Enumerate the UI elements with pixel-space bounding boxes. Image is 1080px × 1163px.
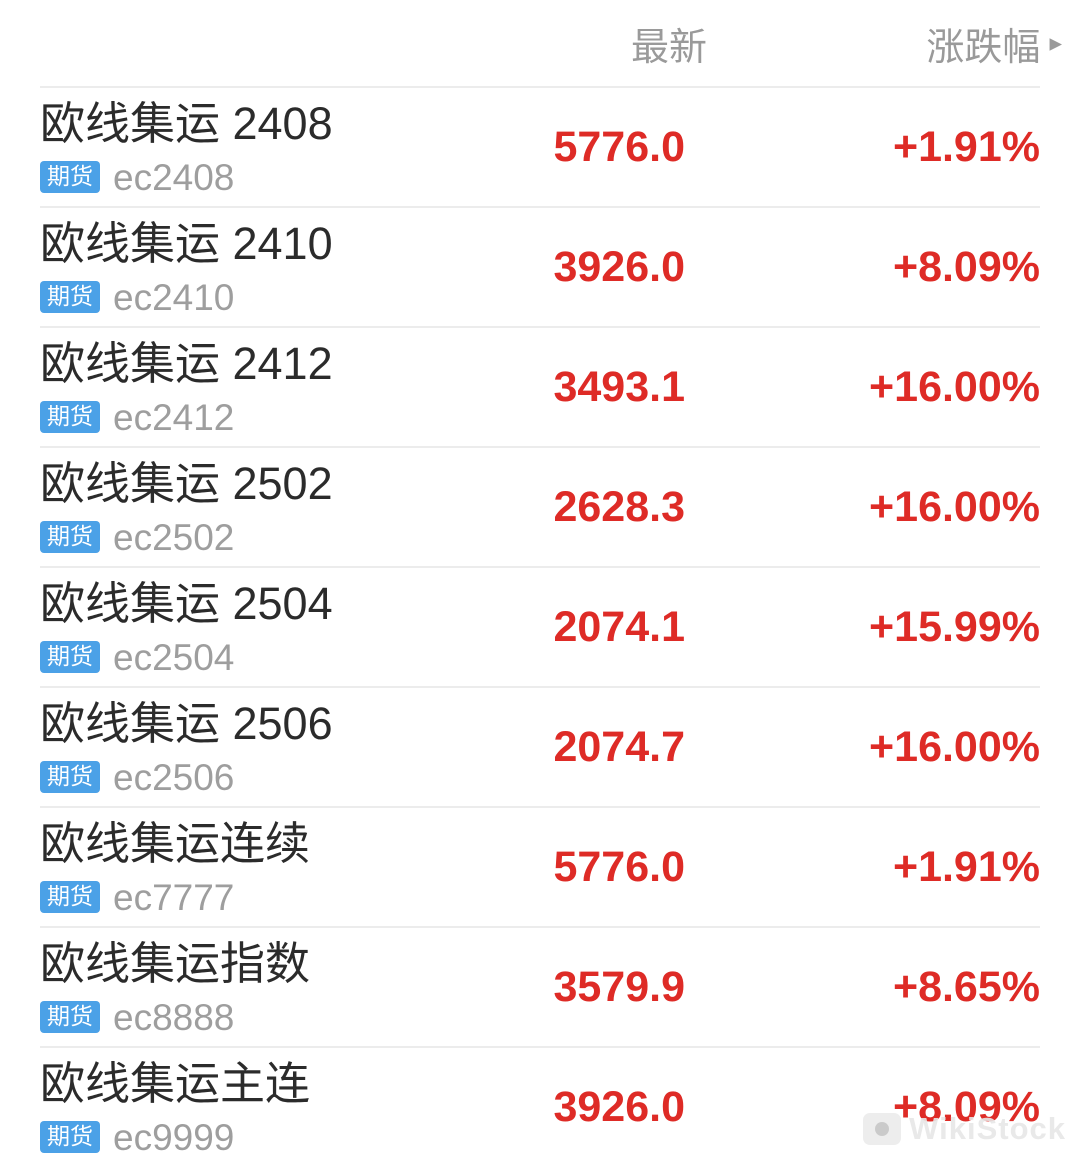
contract-name: 欧线集运 2502 (40, 458, 333, 510)
change-percent: +16.00% (869, 362, 1040, 411)
contract-code: ec8888 (113, 996, 235, 1038)
contract-code: ec7777 (113, 876, 235, 918)
last-price: 5776.0 (553, 122, 685, 171)
change-percent: +8.09% (892, 1082, 1040, 1131)
contract-subline: 期货 ec2410 (40, 279, 495, 316)
contract-name-cell: 欧线集运主连 期货 ec9999 (40, 1058, 495, 1156)
quote-row[interactable]: 欧线集运 2408 期货 ec2408 5776.0 +1.91% (40, 86, 1040, 206)
contract-name: 欧线集运 2412 (40, 338, 333, 390)
futures-badge: 期货 (40, 641, 100, 674)
contract-subline: 期货 ec9999 (40, 1119, 495, 1156)
change-percent: +1.91% (892, 842, 1040, 891)
quote-row[interactable]: 欧线集运连续 期货 ec7777 5776.0 +1.91% (40, 806, 1040, 926)
quote-row[interactable]: 欧线集运指数 期货 ec8888 3579.9 +8.65% (40, 926, 1040, 1046)
futures-badge: 期货 (40, 401, 100, 434)
change-column-label: 涨跌幅 (926, 26, 1041, 69)
contract-code: ec9999 (113, 1116, 235, 1158)
contract-name: 欧线集运 2506 (40, 698, 333, 750)
contract-name-cell: 欧线集运 2506 期货 ec2506 (40, 698, 495, 796)
column-header-latest[interactable]: 最新 (630, 26, 707, 69)
contract-code: ec2412 (113, 396, 235, 438)
last-price: 3579.9 (553, 962, 685, 1011)
quote-row[interactable]: 欧线集运 2412 期货 ec2412 3493.1 +16.00% (40, 326, 1040, 446)
contract-subline: 期货 ec2408 (40, 159, 495, 196)
last-price: 2074.7 (553, 722, 685, 771)
contract-code: ec2506 (113, 756, 235, 798)
futures-badge: 期货 (40, 881, 100, 914)
contract-name-cell: 欧线集运 2504 期货 ec2504 (40, 578, 495, 676)
change-percent: +8.09% (892, 242, 1040, 291)
quote-table-header: 最新 涨跌幅 ▸ (0, 0, 1080, 86)
quote-row[interactable]: 欧线集运 2410 期货 ec2410 3926.0 +8.09% (40, 206, 1040, 326)
contract-subline: 期货 ec7777 (40, 879, 495, 916)
contract-name-cell: 欧线集运指数 期货 ec8888 (40, 938, 495, 1036)
futures-badge: 期货 (40, 761, 100, 794)
futures-badge: 期货 (40, 281, 100, 314)
change-percent: +16.00% (869, 482, 1040, 531)
contract-code: ec2502 (113, 516, 235, 558)
last-price: 3493.1 (553, 362, 685, 411)
futures-badge: 期货 (40, 161, 100, 194)
last-price: 5776.0 (553, 842, 685, 891)
quote-row[interactable]: 欧线集运 2502 期货 ec2502 2628.3 +16.00% (40, 446, 1040, 566)
contract-name-cell: 欧线集运 2502 期货 ec2502 (40, 458, 495, 556)
column-header-change[interactable]: 涨跌幅 ▸ (707, 16, 1062, 71)
contract-name-cell: 欧线集运 2412 期货 ec2412 (40, 338, 495, 436)
change-percent: +16.00% (869, 722, 1040, 771)
contract-subline: 期货 ec8888 (40, 999, 495, 1036)
last-price: 2628.3 (553, 482, 685, 531)
quote-rows-list: 欧线集运 2408 期货 ec2408 5776.0 +1.91% 欧线集运 2… (0, 86, 1080, 1163)
change-percent: +8.65% (892, 962, 1040, 1011)
change-percent: +15.99% (869, 602, 1040, 651)
last-price: 3926.0 (553, 242, 685, 291)
contract-subline: 期货 ec2502 (40, 519, 495, 556)
contract-name-cell: 欧线集运连续 期货 ec7777 (40, 818, 495, 916)
contract-subline: 期货 ec2506 (40, 759, 495, 796)
futures-badge: 期货 (40, 1001, 100, 1034)
contract-code: ec2410 (113, 276, 235, 318)
contract-name-cell: 欧线集运 2410 期货 ec2410 (40, 218, 495, 316)
sort-arrow-icon: ▸ (1049, 28, 1062, 57)
change-percent: +1.91% (892, 122, 1040, 171)
contract-name: 欧线集运 2410 (40, 218, 333, 270)
quote-row[interactable]: 欧线集运 2506 期货 ec2506 2074.7 +16.00% (40, 686, 1040, 806)
contract-subline: 期货 ec2412 (40, 399, 495, 436)
contract-name: 欧线集运 2408 (40, 98, 333, 150)
futures-badge: 期货 (40, 1121, 100, 1154)
contract-name: 欧线集运主连 (40, 1058, 311, 1110)
last-price: 3926.0 (553, 1082, 685, 1131)
contract-name: 欧线集运指数 (40, 938, 311, 990)
contract-code: ec2504 (113, 636, 235, 678)
contract-subline: 期货 ec2504 (40, 639, 495, 676)
last-price: 2074.1 (553, 602, 685, 651)
contract-name: 欧线集运连续 (40, 818, 311, 870)
contract-name-cell: 欧线集运 2408 期货 ec2408 (40, 98, 495, 196)
quote-row[interactable]: 欧线集运 2504 期货 ec2504 2074.1 +15.99% (40, 566, 1040, 686)
contract-code: ec2408 (113, 156, 235, 198)
contract-name: 欧线集运 2504 (40, 578, 333, 630)
quote-row[interactable]: 欧线集运主连 期货 ec9999 3926.0 +8.09% (40, 1046, 1040, 1163)
futures-badge: 期货 (40, 521, 100, 554)
